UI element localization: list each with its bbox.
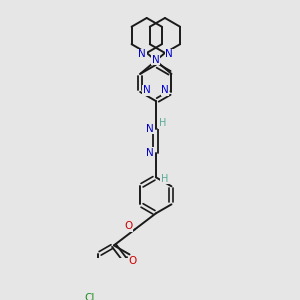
Text: Cl: Cl	[84, 292, 94, 300]
Text: N: N	[139, 50, 146, 59]
Text: N: N	[146, 148, 153, 158]
Text: O: O	[128, 256, 137, 266]
Text: N: N	[152, 55, 160, 64]
Text: N: N	[146, 124, 153, 134]
Text: N: N	[161, 85, 169, 95]
Text: H: H	[158, 118, 166, 128]
Text: O: O	[124, 221, 133, 232]
Text: H: H	[161, 174, 168, 184]
Text: N: N	[165, 50, 173, 59]
Text: N: N	[143, 85, 151, 95]
